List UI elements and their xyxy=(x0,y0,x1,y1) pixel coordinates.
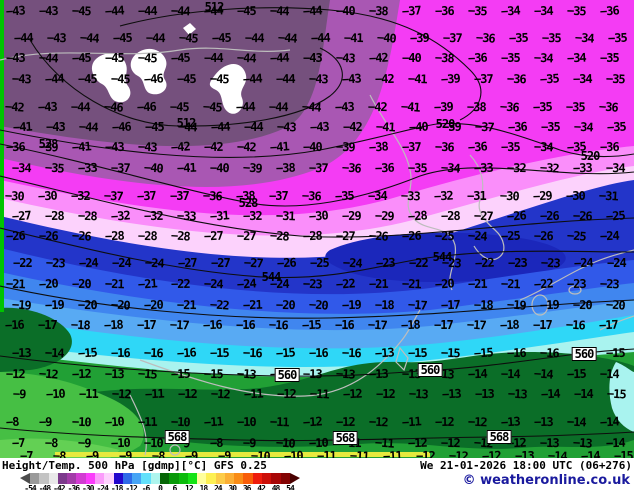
copyright: © weatheronline.co.uk xyxy=(462,473,630,488)
colorbar-tick: -54 xyxy=(24,484,36,490)
lake-shape xyxy=(209,64,247,114)
colorbar-cell xyxy=(141,473,151,484)
colorbar-cell xyxy=(122,473,133,484)
colorbar-cells xyxy=(30,473,290,484)
colorbar-tick: -48 xyxy=(38,484,51,490)
colorbar-tick: 6 xyxy=(172,484,178,490)
height-contours xyxy=(0,7,634,442)
lake-shape xyxy=(91,53,131,103)
colorbar-cell xyxy=(76,473,86,484)
colorbar-cell xyxy=(178,473,188,484)
colorbar-cell xyxy=(39,473,49,484)
colorbar-tick: -30 xyxy=(82,484,94,490)
colorbar-cell xyxy=(30,473,40,484)
colorbar-tick: 36 xyxy=(242,484,252,490)
colorbar-cell xyxy=(243,473,253,484)
colorbar-cell xyxy=(113,473,123,484)
colorbar-tick: -42 xyxy=(53,484,65,490)
colorbar-tick: -24 xyxy=(96,484,108,490)
colorbar-cell xyxy=(48,473,58,484)
colorbar-cell xyxy=(85,473,95,484)
colorbar-cell xyxy=(132,473,142,484)
colorbar-cell xyxy=(67,473,77,484)
colorbar-cell xyxy=(150,473,160,484)
colorbar-tick: -6 xyxy=(141,484,151,490)
colorbar-tick: 0 xyxy=(158,484,163,490)
colorbar-right-arrow xyxy=(290,473,300,484)
temperature-colorbar xyxy=(20,473,300,484)
map-svg xyxy=(0,0,634,458)
colorbar-cell xyxy=(224,473,235,484)
colorbar-cell xyxy=(187,473,198,484)
colorbar-cell xyxy=(280,473,290,484)
colorbar-cell xyxy=(94,473,105,484)
valid-datetime: We 21-01-2026 18:00 UTC (06+276) xyxy=(420,459,632,472)
colorbar-cell xyxy=(169,473,179,484)
colorbar-tick: -18 xyxy=(110,484,123,490)
colorbar-tick: 18 xyxy=(199,484,209,490)
band-dark-green-main xyxy=(60,352,634,449)
band-light-green xyxy=(0,372,144,458)
map-title: Height/Temp. 500 hPa [gdmp][°C] GFS 0.25 xyxy=(2,459,267,472)
colorbar-cell xyxy=(206,473,216,484)
colorbar-cell xyxy=(104,473,114,484)
map-area: −43 −43 −45 −44 −44 −44 −44 −45 −44 −44 −40 −38 −37−… xyxy=(0,0,634,463)
colorbar-tick: 24 xyxy=(213,484,223,490)
colorbar-cell xyxy=(57,473,68,484)
legend-bar: Height/Temp. 500 hPa [gdmp][°C] GFS 0.25… xyxy=(0,458,634,490)
lake-shape xyxy=(130,48,167,95)
colorbar-tick: 30 xyxy=(228,484,237,490)
band-yellow-strip xyxy=(55,452,430,457)
map-edge-strip xyxy=(0,0,4,312)
band-pale-cyan-east xyxy=(609,362,634,432)
colorbar-tick: 54 xyxy=(286,484,295,490)
colorbar-left-arrow xyxy=(20,473,30,484)
band-dark-green-west xyxy=(0,307,72,372)
colorbar-cell xyxy=(262,473,272,484)
colorbar-tick: -36 xyxy=(67,484,80,490)
colorbar-tick-labels: -54 -48 -42 -36 -30 -24 -18 -12 -6 0 6 12 18 24 30 36 42… xyxy=(24,484,295,490)
colorbar-cell xyxy=(271,473,281,484)
lake-shape xyxy=(183,23,196,35)
colorbar-cell xyxy=(252,473,263,484)
colorbar-cell xyxy=(197,473,207,484)
coastlines xyxy=(0,47,634,456)
colorbar-cell xyxy=(159,473,170,484)
band-navy-core xyxy=(325,232,566,283)
colorbar-tick: 42 xyxy=(257,484,266,490)
colorbar-tick: 12 xyxy=(185,484,194,490)
colorbar-cell xyxy=(215,473,225,484)
colorbar-cell xyxy=(234,473,244,484)
colorbar-tick: 48 xyxy=(271,484,281,490)
colorbar-tick: -12 xyxy=(125,484,137,490)
